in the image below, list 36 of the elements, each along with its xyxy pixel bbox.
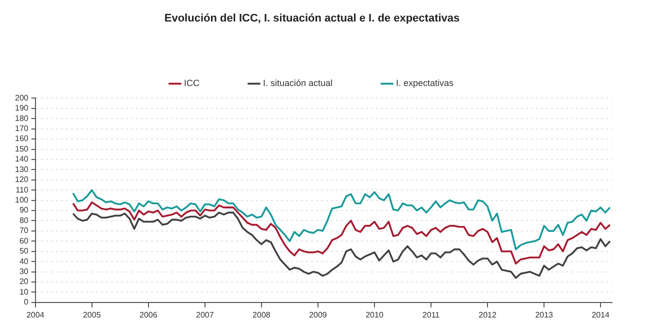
y-tick-label: 190 [14, 104, 29, 113]
x-tick-label: 2006 [140, 310, 158, 320]
y-tick-label: 70 [19, 226, 29, 236]
x-tick-label: 2007 [196, 310, 214, 320]
y-tick-label: 10 [19, 287, 29, 296]
x-tick-label: 2004 [26, 310, 45, 320]
x-tick-label: 2009 [309, 310, 328, 320]
y-tick-label: 200 [14, 93, 29, 102]
x-tick-label: 2005 [82, 310, 102, 320]
y-tick-label: 130 [14, 164, 29, 174]
x-tick-label: 2012 [478, 310, 497, 320]
y-tick-label: 120 [14, 175, 29, 184]
x-tick-label: 2010 [366, 310, 384, 320]
y-tick-label: 40 [19, 256, 29, 266]
y-tick-label: 160 [14, 134, 29, 144]
y-tick-label: 100 [14, 196, 29, 205]
x-tick-label: 2011 [422, 310, 440, 320]
y-tick-label: 90 [19, 206, 29, 215]
y-tick-label: 140 [14, 154, 29, 164]
x-tick-label: 2008 [252, 310, 271, 320]
chart-title: Evolución del ICC, I. situación actual e I. de expectativas [164, 12, 460, 25]
y-tick-label: 170 [14, 124, 29, 134]
y-tick-label: 150 [14, 144, 29, 154]
x-tick-label: 2014 [592, 310, 610, 320]
y-tick-label: 20 [19, 277, 29, 286]
legend-label: I. situación actual [262, 78, 333, 88]
y-tick-label: 0 [24, 298, 29, 307]
legend-label: I. expectativas [396, 78, 454, 88]
legend-label: ICC [184, 78, 200, 88]
y-tick-label: 180 [14, 114, 29, 123]
y-tick-label: 80 [19, 216, 29, 225]
y-tick-label: 50 [19, 246, 29, 256]
y-tick-label: 110 [16, 185, 29, 194]
y-tick-label: 60 [19, 236, 29, 246]
x-tick-label: 2013 [535, 310, 554, 320]
y-tick-label: 30 [19, 266, 29, 276]
